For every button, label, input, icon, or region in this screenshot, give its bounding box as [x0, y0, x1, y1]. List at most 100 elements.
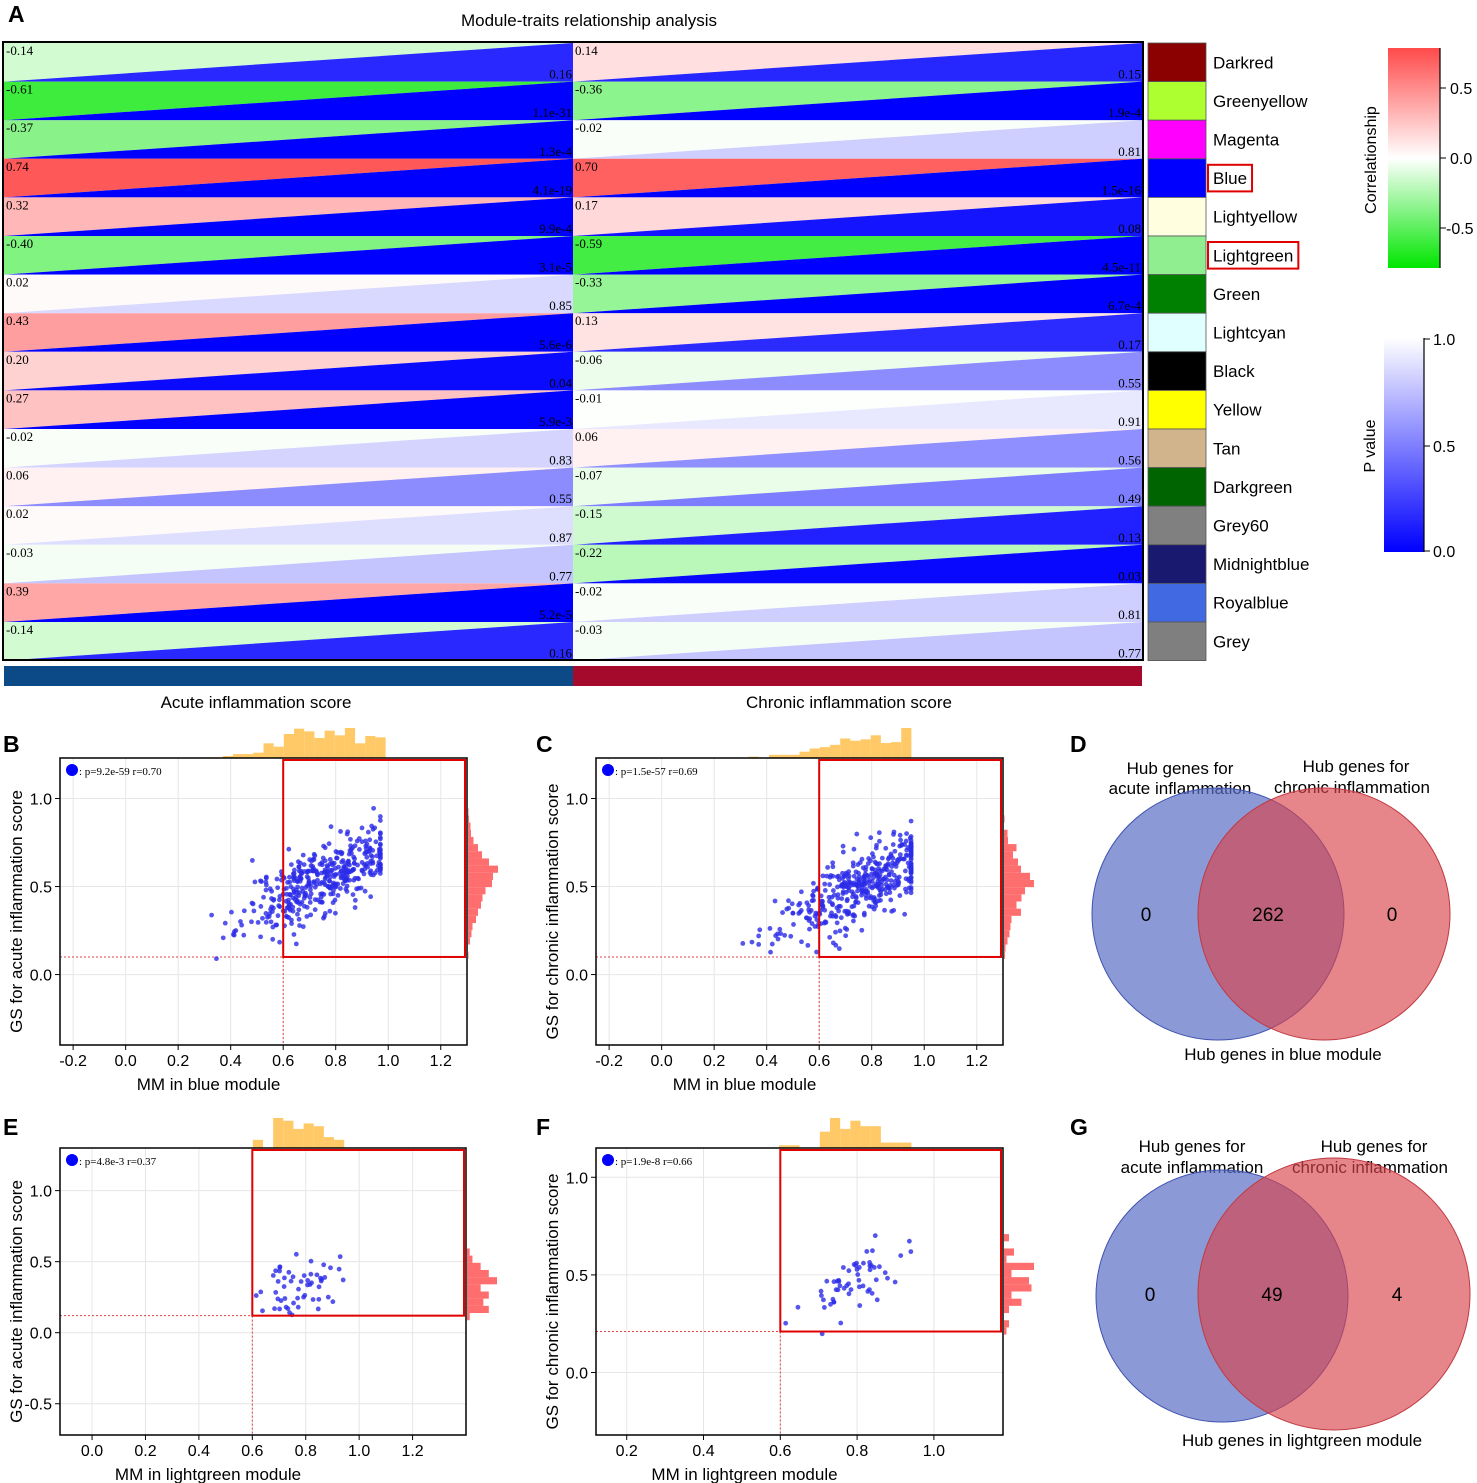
b-point	[341, 871, 346, 877]
c-point	[846, 909, 852, 915]
f-point	[873, 1277, 879, 1283]
c-point	[824, 873, 830, 879]
b-point	[368, 861, 374, 867]
c-point	[893, 864, 899, 869]
scatter-panel-b: -0.2 0.0 0.2 0.4 0.6 0.8 1.0 1.2 0.0 0.5 1.0 MM in …	[7, 728, 498, 1094]
f-point	[840, 1265, 846, 1270]
f-xtick-label: 0.8	[846, 1443, 868, 1460]
f-right-hist-bar	[1004, 1305, 1009, 1314]
b-point	[314, 869, 319, 875]
c-point	[829, 901, 835, 906]
c-point	[814, 912, 820, 917]
f-right-hist-bar	[1004, 1327, 1007, 1335]
b-point	[331, 882, 337, 887]
c-point	[869, 871, 875, 877]
label-green-chronic-p: 6.7e-4	[1108, 298, 1141, 313]
f-top-hist-bar	[901, 1142, 912, 1148]
e-xtick-label: 0.8	[295, 1443, 317, 1460]
b-top-hist-bar	[222, 756, 233, 758]
b-point	[277, 939, 283, 945]
c-point	[886, 871, 892, 877]
f-xtick-label: 1.0	[923, 1443, 945, 1460]
b-point	[286, 915, 292, 920]
corr-tick-neg: -0.5	[1446, 221, 1474, 238]
f-point	[853, 1263, 859, 1268]
b-point	[357, 847, 362, 852]
b-point	[295, 911, 300, 917]
e-ytick-label: 0.0	[30, 1326, 52, 1343]
e-point	[277, 1264, 283, 1270]
f-point	[864, 1249, 870, 1254]
c-point	[825, 865, 831, 870]
label-greenyellow-chronic-r: -0.36	[575, 82, 603, 97]
c-point	[882, 866, 888, 872]
f-point	[795, 1304, 801, 1310]
cell-lightgreen-chronic-pvalue	[573, 236, 1142, 275]
b-xtick-label: 0.2	[167, 1053, 189, 1070]
cell-darkgreen-chronic-pvalue	[573, 467, 1142, 507]
c-point	[854, 831, 860, 837]
b-point	[302, 890, 308, 896]
c-point	[756, 933, 762, 939]
label-darkgreen-chronic-p: 0.49	[1118, 491, 1141, 506]
f-legend-text: : p=1.9e-8 r=0.66	[615, 1156, 693, 1168]
pvalue-tick-mid: 0.5	[1433, 439, 1455, 456]
cell-grey-acute-pvalue	[4, 622, 573, 661]
b-xlabel: MM in blue module	[137, 1075, 281, 1094]
b-point	[328, 867, 334, 873]
c-point	[877, 838, 882, 844]
panel-label-g: G	[1070, 1114, 1088, 1140]
b-point	[290, 904, 296, 910]
b-ytick-label: 0.0	[30, 968, 52, 985]
c-point	[902, 911, 908, 917]
c-point	[778, 931, 784, 936]
b-point	[374, 853, 380, 859]
f-right-hist-bar	[1004, 1269, 1012, 1278]
b-point	[295, 878, 300, 884]
c-point	[892, 885, 897, 891]
b-point	[307, 857, 313, 863]
b-point	[222, 920, 228, 926]
module-highlight-blue	[1207, 163, 1254, 193]
c-point	[876, 830, 882, 836]
c-point	[873, 903, 879, 909]
c-point	[749, 939, 755, 945]
c-point	[806, 903, 812, 908]
b-top-hist-bar	[283, 734, 295, 758]
b-point	[263, 887, 269, 893]
b-top-hist-bar	[304, 731, 315, 758]
b-top-hist-bar	[334, 735, 345, 758]
b-point	[249, 919, 254, 925]
b-right-hist-bar	[468, 915, 476, 924]
f-point	[830, 1296, 836, 1302]
panel-a: Module-traits relationship analysis -0.1…	[2, 11, 1474, 712]
e-point	[273, 1289, 279, 1295]
e-point	[315, 1306, 321, 1312]
c-top-hist-bar	[901, 728, 912, 758]
e-point	[275, 1278, 281, 1284]
pvalue-tick-high: 1.0	[1433, 332, 1455, 349]
label-royalblue-acute-p: 5.2e-5	[539, 607, 572, 622]
label-grey60-acute-p: 0.87	[549, 530, 572, 545]
label-magenta-chronic-r: -0.02	[575, 120, 602, 135]
e-point	[296, 1286, 301, 1292]
c-legend-text: : p=1.5e-57 r=0.69	[615, 766, 698, 778]
e-point	[328, 1265, 333, 1271]
scatter-panel-e: 0.0 0.2 0.4 0.6 0.8 1.0 1.2 -0.5 0.0 0.5 1.0 MM in …	[7, 1118, 497, 1483]
c-point	[897, 852, 903, 858]
b-point	[321, 892, 327, 897]
e-right-hist-bar	[467, 1313, 470, 1321]
c-point	[885, 856, 891, 862]
c-point	[888, 897, 894, 903]
c-point	[772, 898, 778, 904]
f-top-hist-bar	[860, 1126, 871, 1148]
b-point	[330, 900, 336, 906]
label-midnightblue-chronic-p: 0.03	[1118, 568, 1141, 583]
b-point	[330, 862, 335, 868]
c-point	[846, 873, 852, 879]
b-point	[351, 860, 357, 866]
b-ytick-label: 0.5	[30, 880, 52, 897]
f-point	[846, 1291, 852, 1297]
e-right-hist-bar	[467, 1291, 489, 1299]
c-point	[811, 897, 816, 903]
